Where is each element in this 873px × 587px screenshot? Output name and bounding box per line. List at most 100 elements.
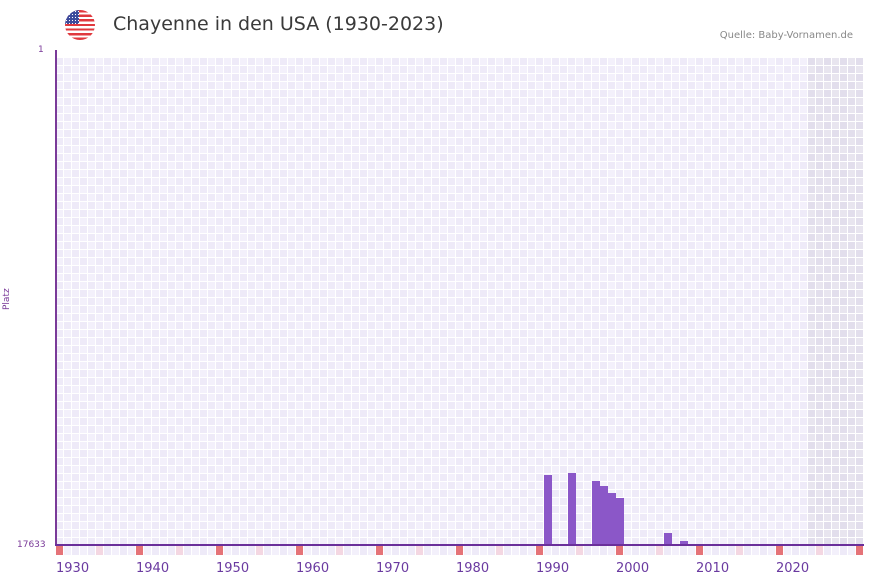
grid-column	[304, 50, 312, 545]
half-decade-marker	[576, 546, 583, 555]
grid-column	[616, 50, 624, 545]
rank-bar-1991[interactable]	[544, 475, 552, 545]
grid-column	[96, 50, 104, 545]
grid-column	[184, 50, 192, 545]
year-marker	[408, 546, 415, 555]
grid-column	[392, 50, 400, 545]
grid-column	[832, 50, 840, 545]
rank-bar-2000[interactable]	[616, 498, 624, 545]
year-marker	[592, 546, 599, 555]
year-marker	[848, 546, 855, 555]
grid-column	[592, 50, 600, 545]
x-tick-label: 2010	[696, 561, 730, 576]
grid-column	[816, 50, 824, 545]
grid-column	[856, 50, 864, 545]
grid-column	[144, 50, 152, 545]
year-marker	[384, 546, 391, 555]
year-marker	[640, 546, 647, 555]
rank-bar-1998[interactable]	[600, 485, 608, 545]
year-marker	[328, 546, 335, 555]
year-marker	[544, 546, 551, 555]
year-marker	[272, 546, 279, 555]
grid-column	[120, 50, 128, 545]
grid-column	[776, 50, 784, 545]
half-decade-marker	[816, 546, 823, 555]
grid-column	[464, 50, 472, 545]
rank-bar-1997[interactable]	[592, 480, 600, 545]
rank-bar-2006[interactable]	[664, 533, 672, 545]
year-marker	[608, 546, 615, 555]
grid-column	[128, 50, 136, 545]
us-flag-icon	[65, 10, 95, 40]
half-decade-marker	[336, 546, 343, 555]
year-marker	[360, 546, 367, 555]
x-tick-label: 1990	[536, 561, 570, 576]
x-axis-labels: 1930 1940 1950 1960 1970 1980 1990 2000 2010 2020	[0, 561, 873, 581]
year-marker	[184, 546, 191, 555]
grid-column	[792, 50, 800, 545]
grid-column	[840, 50, 848, 545]
grid-column	[624, 50, 632, 545]
grid-column	[680, 50, 688, 545]
half-decade-marker	[176, 546, 183, 555]
grid-column	[200, 50, 208, 545]
y-tick-top: 1	[38, 45, 44, 55]
grid-column	[512, 50, 520, 545]
year-marker	[504, 546, 511, 555]
year-marker	[792, 546, 799, 555]
grid-column	[416, 50, 424, 545]
grid-column	[808, 50, 816, 545]
grid-column	[384, 50, 392, 545]
year-marker	[248, 546, 255, 555]
year-marker	[520, 546, 527, 555]
grid-column	[328, 50, 336, 545]
grid-column	[752, 50, 760, 545]
decade-marker	[536, 546, 543, 555]
grid-column	[560, 50, 568, 545]
year-marker	[232, 546, 239, 555]
year-marker	[448, 546, 455, 555]
rank-bar-1994[interactable]	[568, 473, 576, 545]
decade-marker	[136, 546, 143, 555]
year-marker	[664, 546, 671, 555]
grid-column	[720, 50, 728, 545]
grid-column	[472, 50, 480, 545]
year-marker	[632, 546, 639, 555]
y-axis-line	[55, 50, 57, 545]
year-marker	[824, 546, 831, 555]
rank-bar-1999[interactable]	[608, 492, 616, 545]
x-axis-line	[55, 544, 864, 546]
year-marker	[312, 546, 319, 555]
x-tick-label: 1980	[456, 561, 490, 576]
grid-column	[136, 50, 144, 545]
grid-column	[656, 50, 664, 545]
year-marker	[424, 546, 431, 555]
rank-bar-2008[interactable]	[680, 540, 688, 545]
year-marker	[160, 546, 167, 555]
year-marker	[344, 546, 351, 555]
decade-marker	[56, 546, 63, 555]
half-decade-marker	[96, 546, 103, 555]
year-marker	[152, 546, 159, 555]
decade-marker	[856, 546, 863, 555]
grid-column	[152, 50, 160, 545]
grid-column	[344, 50, 352, 545]
grid-column	[528, 50, 536, 545]
year-marker	[840, 546, 847, 555]
grid-column	[568, 50, 576, 545]
grid-column	[336, 50, 344, 545]
grid-column	[288, 50, 296, 545]
y-tick-bottom: 17633	[17, 540, 46, 550]
grid-column	[712, 50, 720, 545]
year-marker	[552, 546, 559, 555]
plot-area	[56, 50, 864, 545]
chart-title: Chayenne in den USA (1930-2023)	[113, 13, 444, 35]
grid-column	[56, 50, 64, 545]
year-marker	[464, 546, 471, 555]
year-marker	[624, 546, 631, 555]
year-marker	[432, 546, 439, 555]
grid-column	[552, 50, 560, 545]
grid-column	[496, 50, 504, 545]
year-marker	[112, 546, 119, 555]
grid-column	[488, 50, 496, 545]
